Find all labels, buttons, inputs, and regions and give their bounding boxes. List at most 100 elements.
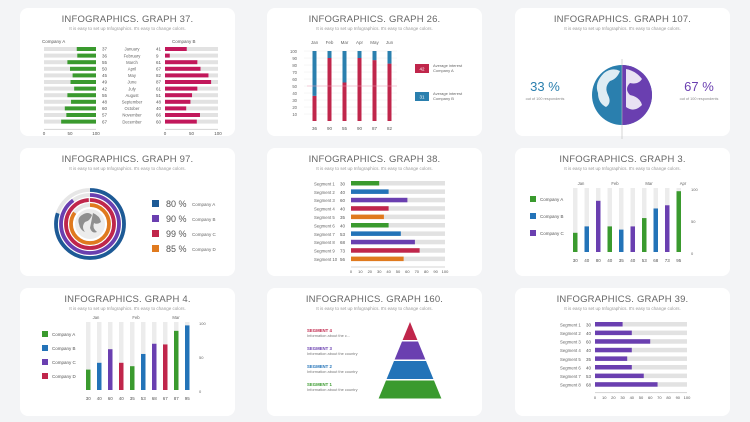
bar <box>119 362 124 390</box>
graph-3-chart: Company A Company B Company C Jan Feb Mar Apr 3… <box>530 181 698 263</box>
value-label: 40 <box>630 258 636 263</box>
legend-swatch <box>152 215 159 222</box>
x-tick: 50 <box>639 395 644 400</box>
legend-swatch <box>152 230 159 237</box>
segment-info: Information about the country <box>307 369 358 374</box>
x-tick: 50 <box>67 131 73 136</box>
legend-label: Company C <box>192 232 217 237</box>
x-tick: 10 <box>602 395 607 400</box>
value-label: 90 <box>327 126 333 131</box>
category-label: Segment 8 <box>560 383 581 388</box>
category-label: Segment 9 <box>314 249 335 254</box>
bar-company-a <box>66 113 96 117</box>
value-label: 48 <box>102 100 108 105</box>
top-label: Mar <box>645 181 653 186</box>
bar-bg <box>351 181 445 186</box>
value-label: 40 <box>156 106 162 111</box>
bar <box>676 191 681 252</box>
y-tick: 50 <box>199 355 204 360</box>
x-tick: 100 <box>92 131 100 136</box>
x-tick: 90 <box>676 395 681 400</box>
bar-company-a <box>74 86 96 91</box>
panel-graph-97: INFOGRAPHICS. GRAPH 97. It is easy to se… <box>20 148 235 276</box>
x-tick: 40 <box>386 269 391 274</box>
value-label: 61 <box>156 86 162 91</box>
value-label: 53 <box>340 232 346 237</box>
bar <box>595 373 644 379</box>
bar-company-b <box>165 106 187 111</box>
x-tick: 50 <box>189 131 195 136</box>
bar <box>351 197 408 203</box>
ring-progress <box>64 198 116 250</box>
bar <box>351 256 404 262</box>
value-label: 40 <box>586 348 592 353</box>
y-tick: 0 <box>199 389 202 394</box>
legend-value: 99 % <box>166 229 187 239</box>
value-label: 35 <box>586 357 592 362</box>
chart-subtitle: It is easy to set up Infographics. It's … <box>564 306 681 311</box>
bar <box>351 189 389 194</box>
ring-progress <box>69 203 111 245</box>
legend-value: 85 % <box>166 244 187 254</box>
bar-company-a <box>61 119 96 124</box>
bar <box>595 330 632 336</box>
legend-label: Company A <box>433 68 454 73</box>
bar-bg <box>351 189 445 194</box>
bar <box>595 382 658 387</box>
bar-company-b <box>165 53 170 58</box>
bar-company-a <box>387 63 392 121</box>
legend-swatch-a <box>415 64 429 73</box>
bar-company-a <box>70 66 96 71</box>
chart-title: INFOGRAPHICS. GRAPH 107. <box>553 14 692 25</box>
bar-bg <box>165 53 218 58</box>
bar-company-b <box>372 51 377 61</box>
bar <box>152 343 157 390</box>
value-label: 30 <box>86 396 92 401</box>
category-label: Segment 3 <box>314 198 335 203</box>
legend-label: Company C <box>540 231 565 236</box>
value-label: 80 <box>596 258 602 263</box>
bar-company-b <box>165 99 191 104</box>
value-label: 90 <box>357 126 363 131</box>
chart-subtitle: It is easy to set up Infographics. It's … <box>316 306 433 311</box>
legend-label: Company A <box>540 197 563 202</box>
value-label: 36 <box>312 126 318 131</box>
graph-107-chart: 33 % out of 100 respondents 67 % out of 100… <box>526 59 719 139</box>
bar-bg <box>44 86 96 91</box>
value-label: 30 <box>340 181 346 186</box>
right-percent: 67 % <box>684 79 714 94</box>
bar-company-b <box>165 119 197 124</box>
bar-company-a <box>67 93 96 98</box>
bar-bg <box>351 206 445 211</box>
bar <box>619 229 624 252</box>
value-label: 40 <box>97 396 103 401</box>
value-label: 68 <box>653 258 659 263</box>
x-tick: 80 <box>666 395 671 400</box>
legend-swatch <box>530 213 536 219</box>
bar-bg <box>351 223 445 228</box>
bar <box>108 349 113 390</box>
bar-bg <box>595 322 687 327</box>
category-label: Segment 2 <box>560 331 581 336</box>
bar-bg <box>619 188 624 252</box>
value-label: 87 <box>174 396 180 401</box>
value-label: 37 <box>102 47 108 52</box>
left-percent: 33 % <box>530 79 560 94</box>
legend-label: Company A <box>192 202 215 207</box>
legend-swatch <box>152 200 159 207</box>
category-label: November <box>122 113 142 118</box>
bar-company-b <box>342 51 347 83</box>
bar-bg <box>97 322 102 390</box>
legend-swatch <box>42 331 48 337</box>
value-label: 35 <box>340 215 346 220</box>
chart-title: INFOGRAPHICS. GRAPH 39. <box>556 294 689 305</box>
right-caption: out of 100 respondents <box>680 97 719 101</box>
bar-bg <box>595 330 687 336</box>
value-label: 60 <box>108 396 114 401</box>
bar-company-b <box>165 47 187 51</box>
bar-company-a <box>342 82 347 121</box>
category-label: Segment 7 <box>560 374 581 379</box>
category-label: Mar <box>341 40 349 45</box>
category-label: May <box>370 40 379 45</box>
bar-company-a <box>76 47 96 51</box>
